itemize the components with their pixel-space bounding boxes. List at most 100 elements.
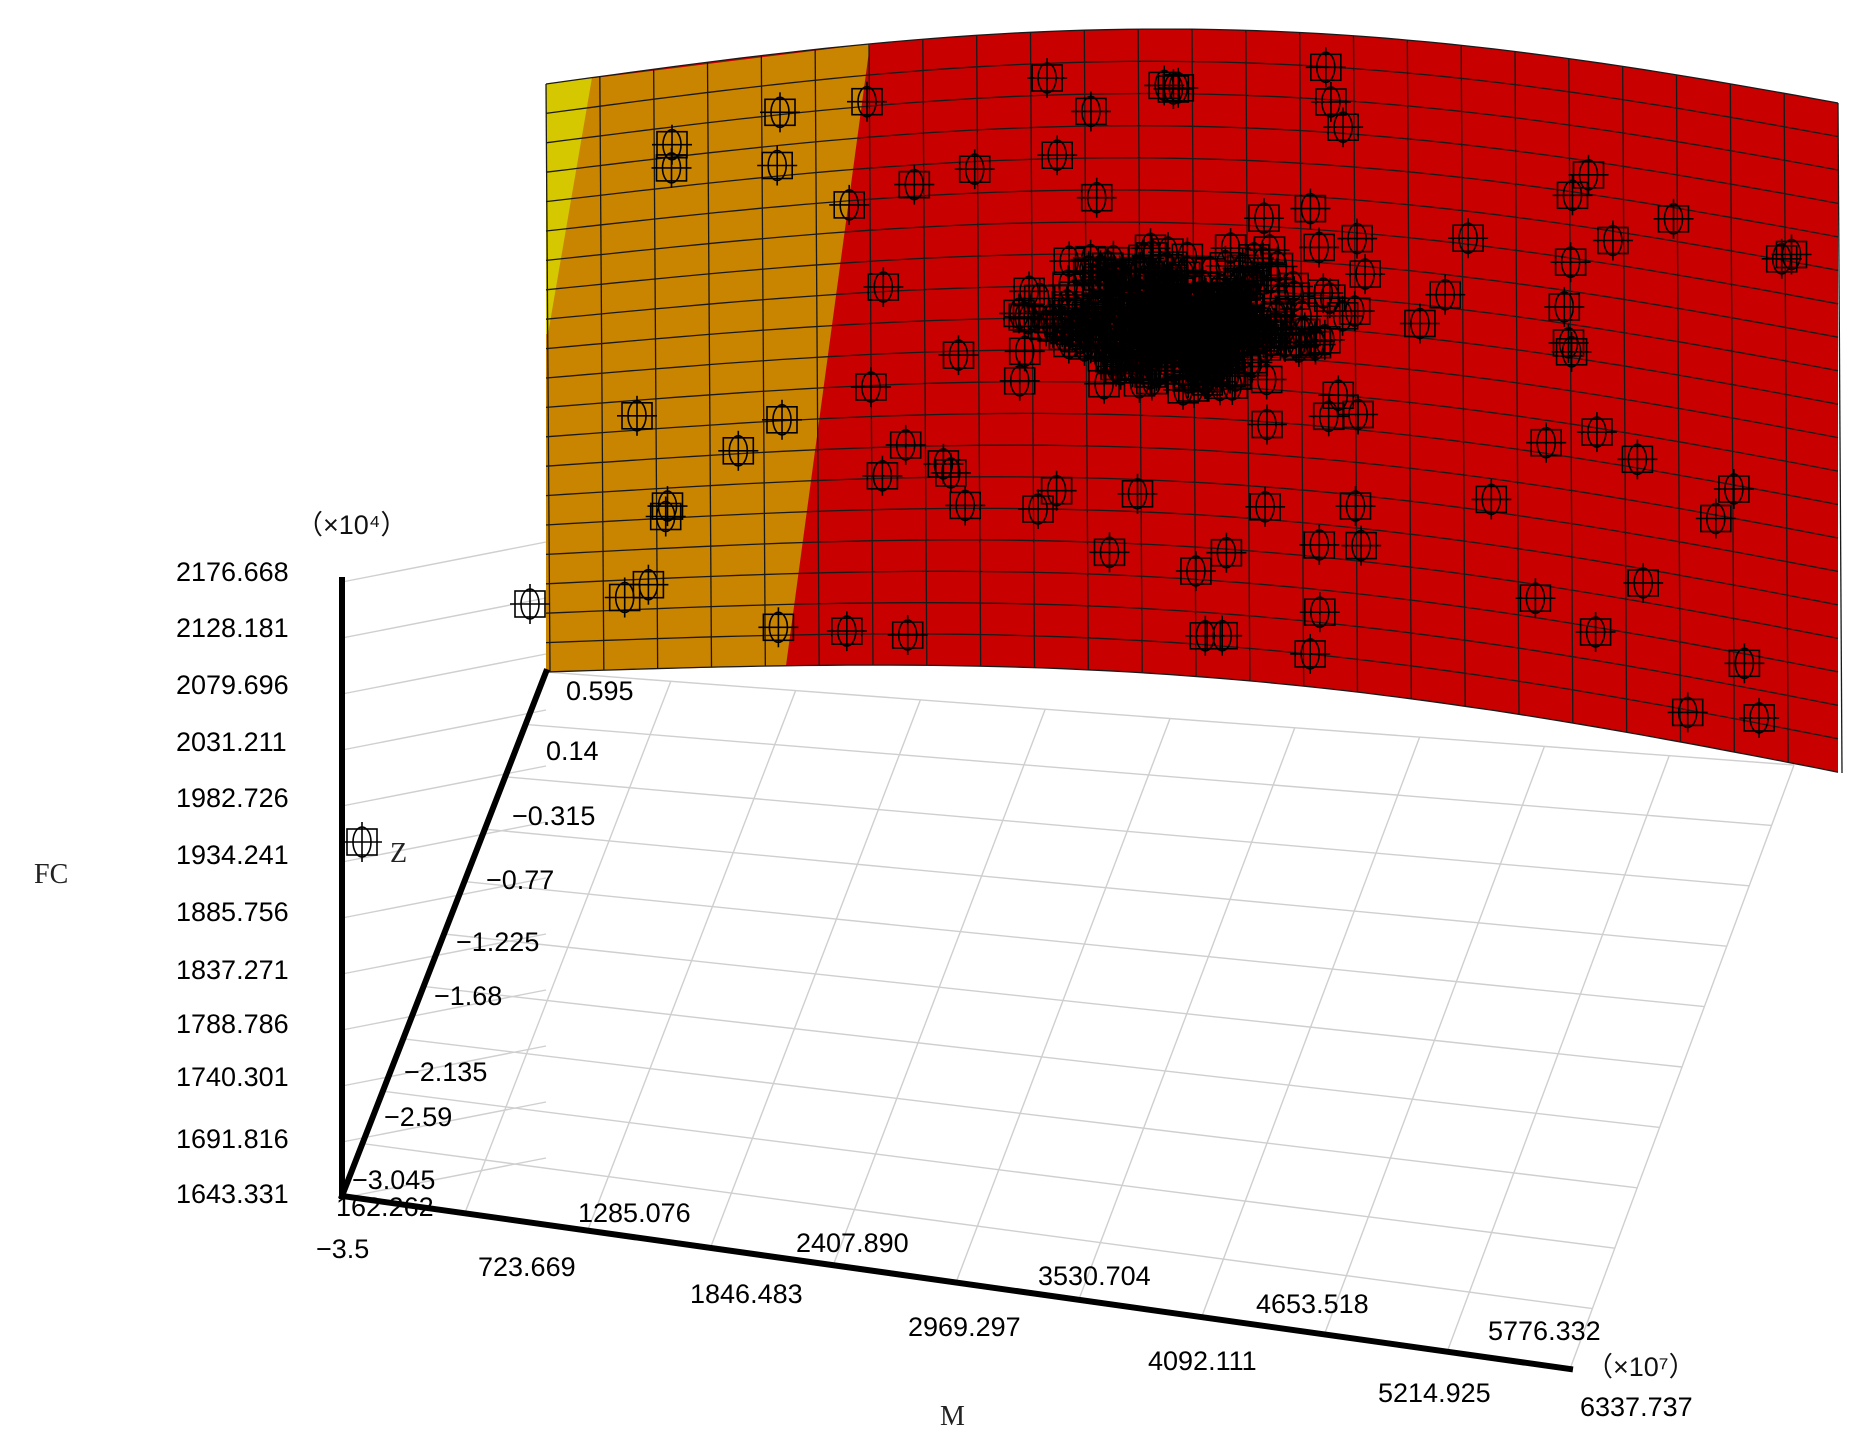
z-tick-label: −2.59: [384, 1102, 452, 1132]
surface-mesh-line: [545, 570, 1839, 673]
data-point-marker: [1206, 281, 1247, 322]
data-point-marker: [628, 564, 669, 605]
data-point-marker: [1076, 177, 1117, 218]
surface-mesh-line: [545, 157, 1839, 238]
data-point-marker: [1243, 318, 1284, 358]
fc-tick-label: 1740.301: [176, 1062, 289, 1092]
fc-tick-label: 1885.756: [176, 897, 289, 927]
surface-mesh-line: [545, 125, 1839, 205]
data-point-marker: [1739, 697, 1780, 738]
data-point-marker: [1198, 319, 1239, 360]
surface-mesh-line: [545, 189, 1839, 271]
data-point-marker: [1399, 303, 1440, 344]
m-tick-label: 5776.332: [1488, 1316, 1601, 1346]
data-point-marker: [1144, 65, 1185, 106]
response-surface: [545, 28, 1843, 773]
data-point-marker: [1322, 295, 1363, 336]
z-tick-label: −0.315: [512, 801, 595, 831]
data-point-marker: [1247, 404, 1287, 445]
data-point-marker: [1345, 254, 1386, 295]
data-point-marker: [1551, 331, 1592, 372]
data-point-marker: [1544, 286, 1585, 327]
m-axis-line: [338, 1192, 1574, 1373]
data-point-marker: [863, 267, 904, 307]
surface-mesh-line: [545, 539, 1839, 640]
m-tick-label: 3530.704: [1038, 1261, 1151, 1291]
data-point-marker: [1065, 306, 1106, 347]
fc-tick-label: 1934.241: [176, 840, 289, 870]
data-point-marker: [1623, 562, 1664, 603]
data-point-marker: [1290, 188, 1331, 229]
data-point-marker: [1761, 238, 1802, 279]
data-point-marker: [1117, 473, 1158, 514]
floor-grid-line: [525, 723, 1772, 827]
data-point-marker: [1278, 326, 1319, 367]
data-point-marker: [1154, 301, 1195, 342]
data-point-marker: [885, 424, 926, 465]
data-point-marker: [1070, 323, 1111, 364]
data-point-marker: [1448, 218, 1489, 259]
data-point-marker: [862, 455, 903, 496]
data-point-marker: [1617, 439, 1658, 480]
data-point-marker: [923, 443, 964, 484]
data-point-marker: [1341, 525, 1382, 566]
data-point-marker: [1018, 489, 1059, 529]
fc-tick-label: 1788.786: [176, 1009, 289, 1039]
surface-mesh-line: [545, 476, 1839, 573]
surface-mesh-line: [545, 28, 1839, 104]
data-point-marker: [1550, 242, 1591, 283]
data-point-marker: [1036, 470, 1077, 511]
floor-grid-line: [505, 776, 1750, 887]
data-point-marker: [1180, 293, 1221, 333]
data-point-marker: [1077, 260, 1118, 301]
surface-mesh-line: [545, 507, 1839, 606]
data-point-marker: [1425, 274, 1466, 315]
fc-tick-label: 2079.696: [176, 670, 289, 700]
floor-grid-line: [382, 1090, 1615, 1249]
data-point-marker: [1592, 220, 1633, 261]
wall-grid-line: [341, 933, 547, 975]
surface-mesh-line: [545, 92, 1839, 171]
data-point-marker: [1030, 299, 1070, 340]
data-point-marker: [1724, 643, 1765, 684]
data-point-marker: [617, 395, 657, 436]
z-tick-label: −1.225: [456, 927, 539, 957]
data-markers: [342, 47, 1812, 862]
m-tick-label: 2407.890: [796, 1228, 909, 1258]
data-point-marker: [1137, 284, 1178, 325]
z-tick-label: 0.595: [566, 676, 634, 706]
data-point-marker: [1318, 375, 1359, 416]
m-tick-label: 2969.297: [908, 1312, 1021, 1342]
data-point-marker: [1167, 237, 1208, 278]
m-tick-label: 162.262: [336, 1192, 434, 1222]
floor-grid-line: [403, 1038, 1638, 1189]
data-point-marker: [1310, 82, 1351, 122]
data-point-marker: [829, 184, 870, 225]
surface-mesh-line: [545, 253, 1839, 338]
fc-tick-label: 2176.668: [176, 557, 289, 587]
data-point-marker: [1308, 396, 1349, 437]
fc-tick-label: 2128.181: [176, 613, 289, 643]
data-point-marker: [510, 584, 550, 624]
data-point-marker: [954, 149, 995, 190]
data-point-marker: [1185, 615, 1226, 656]
fc-axis-title: FC: [34, 859, 68, 890]
data-point-marker: [1526, 422, 1567, 463]
data-point-marker: [1222, 248, 1263, 289]
wall-grid-line: [341, 877, 547, 919]
surface-band-orange: [546, 43, 870, 673]
data-point-marker: [1576, 412, 1617, 453]
data-point-marker: [1515, 578, 1556, 619]
data-point-marker: [1548, 322, 1589, 363]
data-point-marker: [850, 367, 891, 407]
data-point-marker: [757, 145, 798, 186]
z-tick-label: −0.77: [486, 865, 554, 895]
m-tick-label: 4092.111: [1148, 1346, 1257, 1376]
surface-mesh-line: [545, 602, 1839, 706]
data-point-marker: [1552, 175, 1593, 216]
floor-grid-line: [423, 985, 1660, 1129]
data-point-marker: [1771, 234, 1812, 275]
z-tick-labels: 0.595 0.14 −0.315 −0.77 −1.225 −1.68 −2.…: [316, 676, 634, 1264]
data-point-marker: [1116, 320, 1157, 360]
